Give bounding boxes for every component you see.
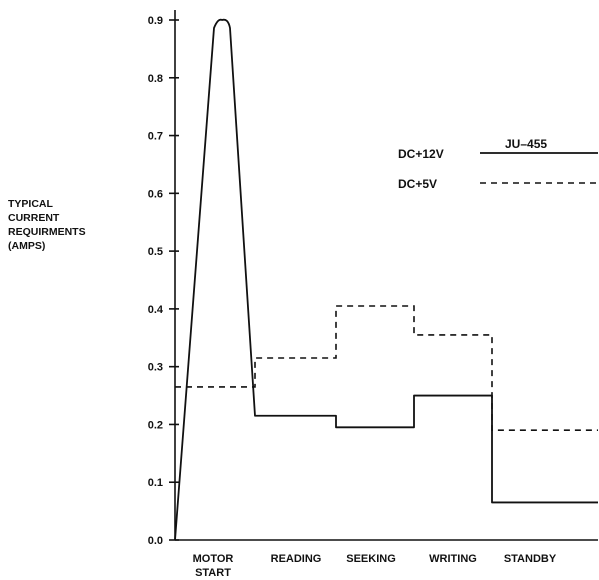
series-lines [174, 18, 598, 541]
x-category-label: START [195, 567, 231, 579]
y-ticks: 0.0 0.1 0.2 0.3 0.4 0.5 0.6 0.7 0.8 0.9 [148, 15, 179, 547]
x-category-labels: MOTOR START READING SEEKING WRITING STANDBY [193, 553, 557, 579]
y-tick-label: 0.4 [148, 304, 164, 316]
y-tick-label: 0.1 [148, 477, 163, 489]
y-axis-title-line: REQUIRMENTS [8, 226, 86, 238]
y-tick-label: 0.5 [148, 246, 163, 258]
y-tick-label: 0.6 [148, 188, 163, 200]
x-category-label: READING [271, 553, 322, 565]
legend: JU–455 DC+12V DC+5V [398, 137, 598, 191]
y-tick-label: 0.9 [148, 15, 163, 27]
legend-label-12v: DC+12V [398, 147, 444, 161]
x-category-label: WRITING [429, 553, 477, 565]
y-tick-label: 0.7 [148, 131, 163, 143]
y-tick-label: 0.2 [148, 419, 163, 431]
y-tick-label: 0.3 [148, 362, 163, 374]
x-category-label: STANDBY [504, 553, 557, 565]
legend-title: JU–455 [505, 137, 547, 151]
axes [174, 10, 598, 541]
y-axis-title-line: CURRENT [8, 212, 60, 224]
legend-label-5v: DC+5V [398, 177, 437, 191]
y-axis-title-line: (AMPS) [8, 240, 45, 252]
x-category-label: MOTOR [193, 553, 234, 565]
x-category-label: SEEKING [346, 553, 396, 565]
y-axis-title: TYPICAL CURRENT REQUIRMENTS (AMPS) [8, 198, 86, 252]
y-tick-label: 0.0 [148, 535, 163, 547]
series-dc-12v-line [174, 18, 598, 541]
y-tick-label: 0.8 [148, 73, 163, 85]
series-dc-5v-line [175, 305, 598, 432]
y-axis-title-line: TYPICAL [8, 198, 54, 210]
